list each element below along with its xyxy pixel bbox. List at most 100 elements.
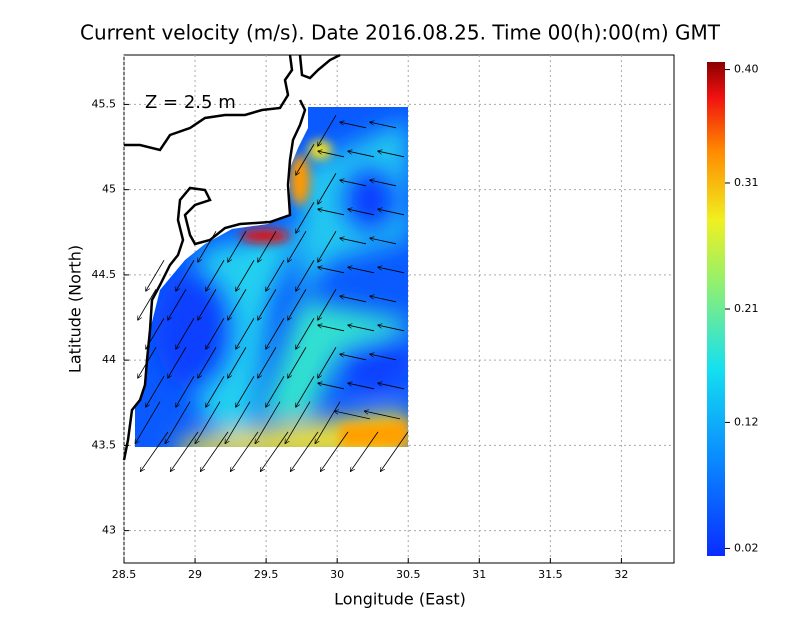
- y-tick-label: 43.5: [92, 438, 117, 451]
- arrow: [296, 144, 315, 175]
- arrow: [176, 318, 195, 349]
- arrow: [348, 325, 375, 332]
- current-arrows: [135, 115, 409, 471]
- arrow: [378, 325, 405, 332]
- arrow: [228, 347, 247, 378]
- x-tick-label: 31.5: [538, 568, 563, 581]
- arrow: [378, 383, 405, 390]
- arrow: [138, 347, 157, 378]
- arrow: [141, 431, 169, 471]
- arrow: [206, 318, 225, 349]
- x-tick-label: 30: [330, 568, 344, 581]
- depth-annotation: Z = 2.5 m: [145, 92, 236, 113]
- arrow: [318, 151, 345, 158]
- arrow: [258, 289, 277, 320]
- arrow: [168, 347, 187, 378]
- colorbar-tick-label: 0.02: [734, 541, 759, 554]
- arrow: [195, 401, 221, 444]
- arrow: [146, 376, 165, 407]
- arrow: [176, 260, 195, 291]
- arrow: [135, 401, 161, 444]
- x-tick-label: 30.5: [396, 568, 421, 581]
- arrow: [206, 376, 225, 407]
- arrow: [228, 231, 247, 262]
- arrow: [258, 231, 277, 262]
- arrow: [261, 431, 289, 471]
- x-tick-label: 29.5: [254, 568, 279, 581]
- arrow: [348, 383, 375, 390]
- arrow: [340, 180, 367, 187]
- arrow: [258, 347, 277, 378]
- arrow: [146, 318, 165, 349]
- arrow: [288, 289, 307, 320]
- arrow: [266, 376, 285, 407]
- arrow: [198, 347, 217, 378]
- arrow: [228, 289, 247, 320]
- arrow: [318, 173, 337, 204]
- arrow: [296, 202, 315, 233]
- arrow: [318, 209, 345, 216]
- arrow: [370, 180, 397, 187]
- colorbar-tick-label: 0.12: [734, 415, 759, 428]
- arrow: [255, 401, 281, 444]
- arrow: [236, 376, 255, 407]
- arrow: [296, 376, 315, 407]
- arrow: [335, 411, 371, 420]
- arrow: [288, 347, 307, 378]
- arrow: [285, 401, 311, 444]
- arrow: [348, 151, 375, 158]
- arrow: [296, 260, 315, 291]
- arrow: [266, 318, 285, 349]
- arrow: [198, 231, 217, 262]
- arrow: [348, 209, 375, 216]
- arrow: [351, 431, 379, 471]
- y-tick-label: 44: [102, 353, 116, 366]
- arrow: [206, 260, 225, 291]
- x-tick-label: 32: [614, 568, 628, 581]
- arrow: [378, 267, 405, 274]
- arrow: [318, 347, 337, 378]
- arrow: [370, 296, 397, 303]
- colorbar-tick-label: 0.21: [734, 302, 759, 315]
- arrow: [321, 431, 349, 471]
- arrow: [266, 260, 285, 291]
- arrow: [340, 354, 367, 361]
- axes: 28.5 29 29.5 30 30.5 31 31.5 32 43 43.5 44 44.5 45 45…: [92, 97, 629, 581]
- x-tick-label: 28.5: [112, 568, 137, 581]
- arrow: [198, 289, 217, 320]
- arrow: [146, 260, 165, 291]
- arrow: [340, 296, 367, 303]
- y-tick-label: 43: [102, 524, 116, 537]
- x-tick-label: 31: [472, 568, 486, 581]
- arrow: [318, 267, 345, 274]
- arrow: [340, 238, 367, 245]
- arrow: [171, 431, 199, 471]
- arrow: [138, 289, 157, 320]
- arrow: [225, 401, 251, 444]
- arrow: [378, 151, 405, 158]
- y-tick-label: 44.5: [92, 268, 117, 281]
- arrow: [318, 383, 345, 390]
- arrow: [291, 431, 319, 471]
- arrow: [365, 411, 401, 420]
- arrow: [348, 267, 375, 274]
- y-tick-label: 45: [102, 183, 116, 196]
- arrow: [236, 260, 255, 291]
- arrow: [165, 401, 191, 444]
- colorbar-tick-label: 0.40: [734, 63, 759, 76]
- arrow: [381, 431, 409, 471]
- colorbar-ticks: 0.40 0.31 0.21 0.12 0.02: [725, 63, 759, 554]
- x-tick-label: 29: [188, 568, 202, 581]
- arrow: [318, 289, 337, 320]
- arrow: [176, 376, 195, 407]
- arrow: [378, 209, 405, 216]
- coastline: [122, 53, 341, 461]
- arrow: [315, 401, 341, 444]
- arrow: [370, 238, 397, 245]
- x-axis-label: Longitude (East): [334, 590, 466, 609]
- arrow: [340, 122, 367, 129]
- arrow: [318, 231, 337, 262]
- colorbar-tick-label: 0.31: [734, 176, 759, 189]
- arrow: [318, 115, 337, 146]
